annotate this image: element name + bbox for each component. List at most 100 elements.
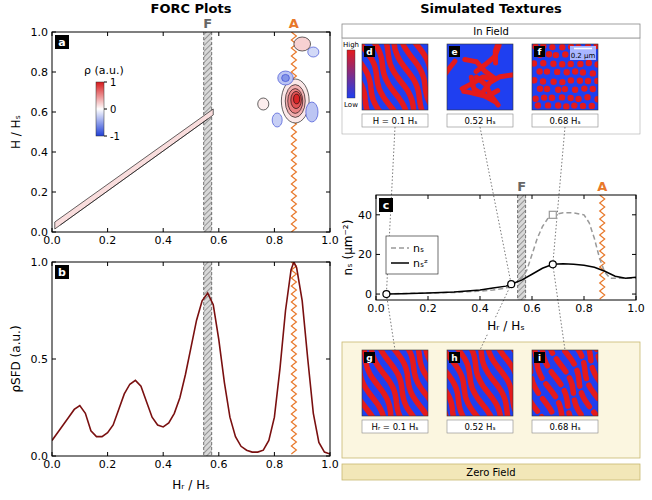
texture-image [447,350,513,416]
texture-bubble [572,87,578,93]
texture-bubble [580,103,586,109]
x-axis-title: Hᵣ / Hₛ [172,478,209,492]
x-tick [330,228,331,232]
x-tick [274,262,275,266]
y-tick [52,112,56,113]
contour [294,94,300,104]
label-patch [418,302,438,315]
colorbar-tick-label: -1 [110,131,120,142]
texture-bubble [575,96,581,102]
y-axis-title: H / Hₛ [9,115,23,149]
texture-image [447,44,513,110]
x-tick [52,32,53,36]
ridge-contour [60,119,207,225]
panel-letter-box [534,352,545,363]
x-tick [480,195,481,199]
y-tick-label: 40 [358,209,372,222]
y-tick [632,294,636,295]
texture-bubble [564,69,570,75]
x-tick [480,296,481,300]
texture-bubble [577,61,583,67]
contour [294,37,311,51]
image-label: 0.52 Hₛ [464,116,495,126]
label-patch [626,302,646,315]
texture-bubble [555,87,561,93]
image-label-box [447,114,513,127]
x-tick-label: 0.6 [210,458,228,471]
line [52,262,330,454]
x-tick [163,32,164,36]
group-title: FORC Plots [151,1,232,16]
y-tick [326,262,330,263]
texture-bubble [545,102,551,108]
texture-bubble [559,61,565,67]
x-tick [274,32,275,36]
plot-frame [376,195,636,300]
label-patch [522,302,542,315]
y-tick-label: 0.2 [31,186,49,199]
x-tick [584,195,585,199]
guide-label: A [289,16,299,31]
plot-frame [52,32,330,232]
guides [518,195,605,300]
y-tick [326,32,330,33]
guide-edge [211,262,212,456]
legend-box [386,236,438,274]
group-bar-label: Zero Field [466,467,515,478]
panel-letter-box [534,46,545,57]
contour [281,79,309,123]
guide-zigzag [291,32,296,232]
texture-bubble [536,68,542,74]
legend-swatch [391,262,409,264]
colorbar-title: ρ (a.u.) [84,64,124,77]
y-axis-title: ρSFD (a.u.) [9,325,23,392]
y-tick-label: 0.4 [31,146,49,159]
x-tick [274,228,275,232]
series [383,211,636,297]
guide-label: F [203,16,212,31]
x-tick-label: 0.8 [266,234,284,247]
texture-bubble [559,94,565,100]
x-tick-label: 1.0 [321,234,339,247]
x-tick [107,262,108,266]
image-frame [447,350,513,416]
panel-letter: b [58,266,66,279]
x-tick [107,32,108,36]
y-tick-label: 1.0 [31,256,49,269]
texture-bubble [532,60,537,66]
connector [480,127,511,284]
texture-bubble [594,78,598,84]
x-tick [107,228,108,232]
y-tick [52,232,56,233]
texture-bubble [581,85,587,91]
connector [553,127,565,264]
x-tick-label: 0.6 [210,234,228,247]
texture-stripe [497,350,513,416]
x-tick-label: 0.6 [523,302,541,315]
texture-stripe [588,350,598,416]
texture-bubble [549,44,555,50]
panel-letter-box [364,352,375,363]
x-tick [107,452,108,456]
guide-edge [203,32,204,232]
texture-bubble [544,68,550,74]
contour [291,91,302,108]
texture-worm [447,61,455,90]
axes: 0.00.20.40.60.81.00.00.51.0Hᵣ / HₛρSFD (… [9,256,339,492]
texture-bubble [562,86,568,92]
texture-worm [495,44,510,63]
x-tick [52,452,53,456]
texture-bubble [594,96,598,102]
contour [282,74,290,81]
colorbar-tick [104,136,107,137]
y-tick [326,359,330,360]
x-tick [52,228,53,232]
y-tick-label: 0.0 [31,226,49,239]
panel-letter: a [58,36,65,49]
y-tick [326,232,330,233]
guide-edge [525,195,526,300]
texture-bubble [559,79,565,85]
texture-image [362,350,428,416]
texture-bubble [559,44,565,50]
plot-frame [52,262,330,456]
